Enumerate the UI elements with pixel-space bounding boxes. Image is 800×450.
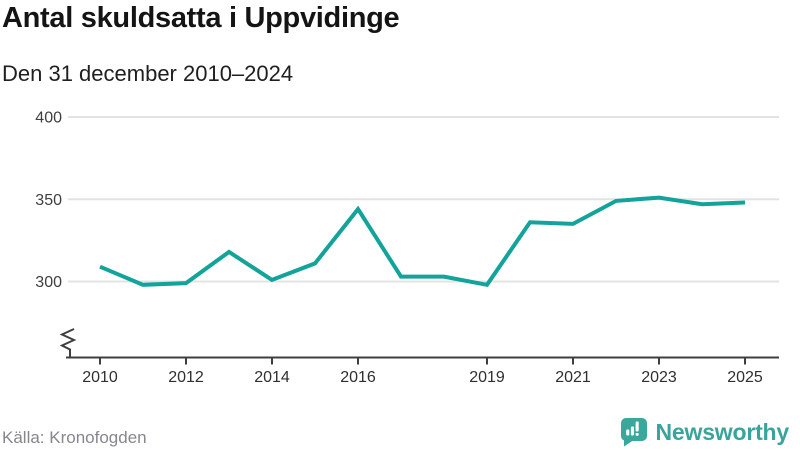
data-series-line xyxy=(99,195,746,288)
y-tick-label: 350 xyxy=(35,192,62,209)
x-tick-label: 2016 xyxy=(340,369,376,386)
x-axis-labels: 2010 2012 2014 2016 2019 2021 2023 2025 xyxy=(82,369,763,386)
x-tick-label: 2019 xyxy=(469,369,505,386)
x-tick-label: 2025 xyxy=(727,369,763,386)
logo-bubble-tail xyxy=(623,439,633,447)
source-caption: Källa: Kronofogden xyxy=(2,428,147,447)
y-axis-labels: 300 350 400 xyxy=(35,110,62,292)
y-tick-label: 400 xyxy=(35,110,62,127)
x-tick-label: 2023 xyxy=(641,369,677,386)
y-tick-label: 300 xyxy=(35,274,62,291)
chart-title: Antal skuldsatta i Uppvidinge xyxy=(2,2,400,34)
x-axis xyxy=(66,356,779,365)
axis-break-squiggle xyxy=(59,328,77,357)
x-tick-label: 2014 xyxy=(254,369,290,386)
x-tick-label: 2012 xyxy=(168,369,204,386)
newsworthy-logo-icon xyxy=(620,418,647,447)
newsworthy-logo-text: Newsworthy xyxy=(655,418,790,445)
chart-subtitle: Den 31 december 2010–2024 xyxy=(2,61,294,86)
x-tick-label: 2021 xyxy=(555,369,591,386)
logo-barchart-glyph xyxy=(625,421,639,436)
x-tick-label: 2010 xyxy=(82,369,118,386)
newsworthy-logo: Newsworthy xyxy=(620,417,789,447)
